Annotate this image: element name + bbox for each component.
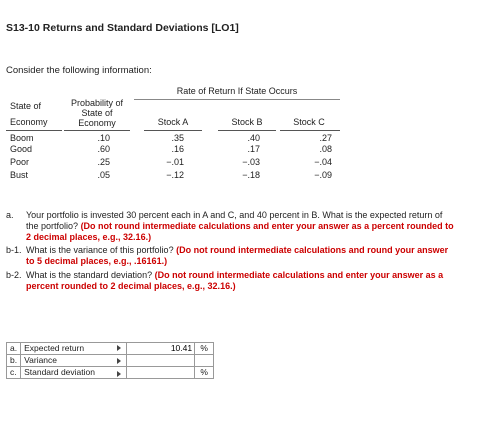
row-state: Poor [10, 157, 30, 167]
standard-deviation-input[interactable] [132, 367, 193, 377]
answer-key: b. [5, 354, 22, 367]
header-rule-state [6, 130, 62, 131]
col-prob-line3: Economy [78, 118, 116, 128]
row-stock-a: −.12 [166, 170, 184, 180]
col-state-line2: Economy [10, 117, 48, 127]
col-stock-a: Stock A [157, 117, 189, 127]
ror-header: Rate of Return If State Occurs [176, 86, 298, 96]
answer-key: a. [5, 342, 22, 355]
row-stock-a: .16 [171, 144, 184, 154]
col-prob-line2: State of [81, 108, 113, 118]
variance-input[interactable] [132, 355, 193, 365]
answer-row-standard-deviation: c. Standard deviation % [5, 366, 215, 379]
row-stock-b: −.18 [242, 170, 260, 180]
header-rule-b [218, 130, 276, 131]
row-stock-c: −.09 [314, 170, 332, 180]
page-title: S13-10 Returns and Standard Deviations [… [6, 22, 239, 34]
row-prob: .60 [97, 144, 110, 154]
answer-key: c. [5, 366, 22, 379]
answer-unit: % [194, 366, 215, 379]
question-text: What is the standard deviation? [26, 270, 153, 280]
header-rule-prob [64, 130, 130, 131]
col-stock-c: Stock C [293, 117, 325, 127]
row-state: Boom [10, 133, 34, 143]
question-label: b-1. [6, 245, 22, 255]
row-stock-b: .17 [247, 144, 260, 154]
input-marker-icon [117, 345, 121, 351]
question-b1: b-1. What is the variance of this portfo… [6, 245, 466, 269]
question-note: (Do not round intermediate calculations … [26, 221, 454, 242]
row-stock-b: −.03 [242, 157, 260, 167]
question-label: b-2. [6, 270, 22, 280]
input-marker-icon [117, 358, 121, 364]
answer-unit: % [194, 342, 215, 355]
expected-return-input[interactable] [132, 343, 193, 353]
answer-unit [194, 354, 215, 367]
question-b2: b-2. What is the standard deviation? (Do… [6, 270, 466, 294]
row-stock-c: .27 [319, 133, 332, 143]
header-rule-a [144, 130, 202, 131]
row-stock-c: .08 [319, 144, 332, 154]
question-note: (Do not round intermediate calculations … [26, 270, 444, 291]
question-note: (Do not round intermediate calculations … [26, 245, 449, 266]
answer-row-expected-return: a. Expected return % [5, 342, 215, 355]
question-text: Your portfolio is invested 30 percent ea… [26, 210, 443, 231]
question-a: a. Your portfolio is invested 30 percent… [6, 210, 466, 250]
answer-label: Standard deviation [20, 366, 128, 379]
question-text: What is the variance of this portfolio? [26, 245, 174, 255]
input-marker-icon [117, 371, 121, 377]
col-prob-line1: Probability of [70, 98, 124, 108]
row-state: Good [10, 144, 33, 154]
answer-label: Expected return [20, 342, 128, 355]
answer-row-variance: b. Variance [5, 354, 215, 367]
header-rule-c [280, 130, 340, 131]
col-stock-b: Stock B [231, 117, 263, 127]
row-stock-c: −.04 [314, 157, 332, 167]
ror-header-rule [134, 99, 340, 100]
intro-text: Consider the following information: [6, 65, 152, 76]
col-state-line1: State of [10, 101, 42, 111]
row-prob: .25 [97, 157, 110, 167]
answer-table: a. Expected return % b. Variance c. Stan… [5, 342, 215, 379]
row-stock-a: −.01 [166, 157, 184, 167]
question-label: a. [6, 210, 14, 220]
row-prob: .10 [97, 133, 110, 143]
row-state: Bust [10, 170, 29, 180]
row-prob: .05 [97, 170, 110, 180]
row-stock-a: .35 [171, 133, 184, 143]
row-stock-b: .40 [247, 133, 260, 143]
answer-label: Variance [20, 354, 128, 367]
